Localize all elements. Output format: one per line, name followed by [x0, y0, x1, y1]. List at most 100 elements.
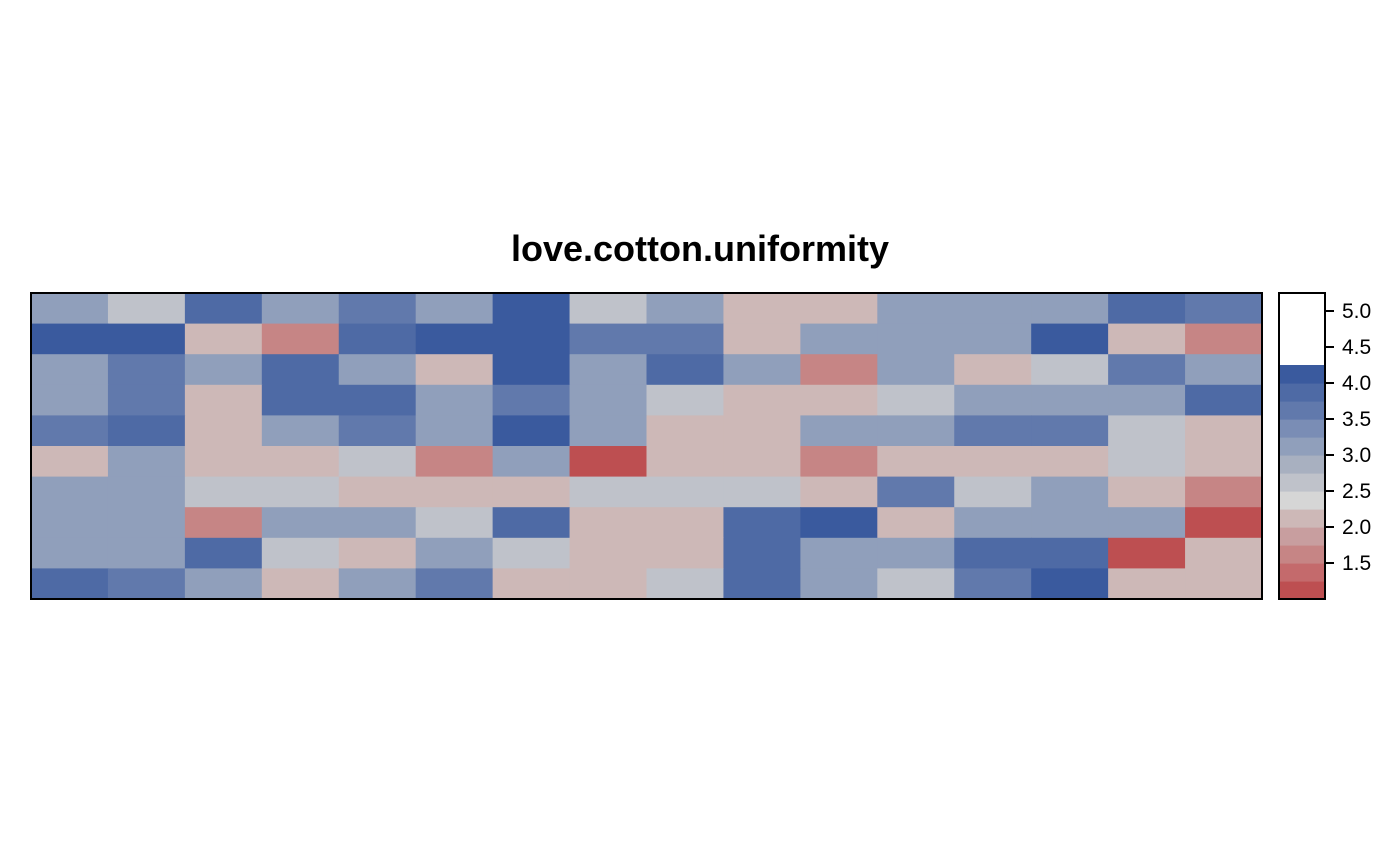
heatmap-cell-r1-c6: [415, 293, 494, 325]
heatmap-cell-r8-c3: [184, 507, 263, 539]
heatmap-cell-r7-c10: [723, 476, 801, 508]
heatmap-cell-r2-c8: [569, 323, 648, 355]
colorbar-tick-label: 3.0: [1342, 444, 1371, 467]
heatmap-cell-r5-c4: [261, 415, 340, 447]
heatmap-cell-r6-c7: [492, 446, 571, 478]
heatmap-cell-r1-c4: [261, 293, 340, 325]
heatmap-cell-r2-c4: [261, 323, 340, 355]
heatmap-cell-r8-c6: [415, 507, 494, 539]
heatmap-cell-r7-c13: [954, 476, 1032, 508]
colorbar-segment-1: [1279, 581, 1325, 600]
heatmap-cell-r1-c2: [107, 293, 186, 325]
heatmap-cell-r7-c5: [338, 476, 417, 508]
heatmap-cell-r5-c15: [1108, 415, 1186, 447]
heatmap-cell-r6-c8: [569, 446, 648, 478]
heatmap-cell-r5-c14: [1031, 415, 1109, 447]
heatmap-cell-r4-c2: [107, 384, 186, 416]
heatmap-cell-r6-c1: [31, 446, 109, 478]
heatmap-cell-r5-c10: [723, 415, 801, 447]
heatmap-cell-r6-c2: [107, 446, 186, 478]
heatmap-cell-r3-c4: [261, 354, 340, 386]
heatmap-cell-r10-c12: [877, 568, 955, 600]
heatmap-cell-r5-c7: [492, 415, 571, 447]
heatmap-cell-r10-c1: [31, 568, 109, 600]
heatmap-cell-r2-c16: [1185, 323, 1263, 355]
heatmap-cell-r10-c2: [107, 568, 186, 600]
heatmap-cell-r5-c8: [569, 415, 648, 447]
heatmap-cell-r9-c8: [569, 537, 648, 569]
heatmap-cell-r4-c7: [492, 384, 571, 416]
heatmap-cell-r10-c5: [338, 568, 417, 600]
heatmap-cell-r8-c10: [723, 507, 801, 539]
heatmap-cell-r10-c15: [1108, 568, 1186, 600]
colorbar-segment-12: [1279, 383, 1325, 402]
heatmap-cell-r6-c15: [1108, 446, 1186, 478]
colorbar: 1.5 2.0 2.5 3.0 3.5 4.0 4.5 5.0: [1278, 292, 1371, 600]
heatmap-cell-r5-c5: [338, 415, 417, 447]
heatmap-cell-r10-c8: [569, 568, 648, 600]
heatmap-cell-r4-c3: [184, 384, 263, 416]
heatmap-cell-r8-c1: [31, 507, 109, 539]
heatmap-cell-r6-c14: [1031, 446, 1109, 478]
colorbar-tick-label: 3.5: [1342, 408, 1371, 431]
heatmap-cell-r4-c13: [954, 384, 1032, 416]
colorbar-segment-2: [1279, 563, 1325, 582]
heatmap-cell-r7-c4: [261, 476, 340, 508]
heatmap-cell-r8-c12: [877, 507, 955, 539]
heatmap-cell-r4-c5: [338, 384, 417, 416]
heatmap-cell-r10-c9: [646, 568, 725, 600]
heatmap-cell-r6-c3: [184, 446, 263, 478]
colorbar-tick-label: 4.5: [1342, 336, 1371, 359]
heatmap-cell-r8-c7: [492, 507, 571, 539]
heatmap-cell-r7-c6: [415, 476, 494, 508]
heatmap-cell-r9-c10: [723, 537, 801, 569]
heatmap-cell-r5-c6: [415, 415, 494, 447]
heatmap-cell-r10-c3: [184, 568, 263, 600]
heatmap-cell-r6-c6: [415, 446, 494, 478]
colorbar-segment-9: [1279, 437, 1325, 456]
heatmap-cell-r3-c16: [1185, 354, 1263, 386]
colorbar-tick-label: 2.5: [1342, 480, 1371, 503]
heatmap-cell-r6-c9: [646, 446, 725, 478]
heatmap-cell-r7-c16: [1185, 476, 1263, 508]
heatmap-cell-r4-c14: [1031, 384, 1109, 416]
heatmap-cell-r9-c9: [646, 537, 725, 569]
heatmap-cell-r9-c12: [877, 537, 955, 569]
heatmap-cell-r10-c10: [723, 568, 801, 600]
heatmap-cell-r7-c1: [31, 476, 109, 508]
heatmap-cell-r8-c11: [800, 507, 878, 539]
heatmap-cell-r9-c6: [415, 537, 494, 569]
heatmap-cell-r8-c16: [1185, 507, 1263, 539]
heatmap-cell-r2-c3: [184, 323, 263, 355]
heatmap-cell-r9-c13: [954, 537, 1032, 569]
colorbar-segment-13: [1279, 365, 1325, 384]
heatmap-cell-r3-c7: [492, 354, 571, 386]
colorbar-segment-5: [1279, 509, 1325, 528]
heatmap-cell-r9-c11: [800, 537, 878, 569]
colorbar-segment-10: [1279, 419, 1325, 438]
heatmap-cell-r4-c16: [1185, 384, 1263, 416]
colorbar-segment-3: [1279, 545, 1325, 564]
heatmap-cell-r2-c15: [1108, 323, 1186, 355]
heatmap-cell-r5-c12: [877, 415, 955, 447]
heatmap-cell-r9-c2: [107, 537, 186, 569]
heatmap-cell-r5-c13: [954, 415, 1032, 447]
heatmap-cell-r1-c15: [1108, 293, 1186, 325]
heatmap-cell-r6-c13: [954, 446, 1032, 478]
colorbar-segment-6: [1279, 491, 1325, 510]
heatmap-cell-r3-c3: [184, 354, 263, 386]
heatmap-cell-r8-c13: [954, 507, 1032, 539]
heatmap-cell-r6-c4: [261, 446, 340, 478]
chart-title: love.cotton.uniformity: [511, 228, 889, 269]
heatmap-cell-r1-c14: [1031, 293, 1109, 325]
heatmap-cell-r4-c15: [1108, 384, 1186, 416]
heatmap-cell-r6-c12: [877, 446, 955, 478]
heatmap-cell-r6-c10: [723, 446, 801, 478]
heatmap-cell-r1-c5: [338, 293, 417, 325]
heatmap-cell-r3-c15: [1108, 354, 1186, 386]
heatmap-cell-r2-c5: [338, 323, 417, 355]
heatmap-cell-r10-c14: [1031, 568, 1109, 600]
heatmap-cell-r2-c1: [31, 323, 109, 355]
heatmap-cell-r5-c2: [107, 415, 186, 447]
